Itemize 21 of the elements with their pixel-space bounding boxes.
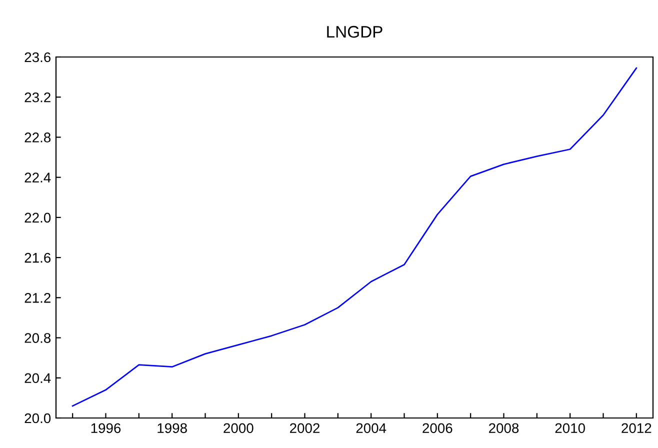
y-tick-label: 20.4 (24, 373, 51, 384)
line-series (72, 67, 638, 407)
y-tick-label: 22.0 (24, 212, 51, 223)
x-tick-label: 2004 (356, 423, 386, 434)
x-tick-label: 1998 (158, 423, 187, 434)
x-tick-label: 1996 (91, 423, 121, 434)
y-tick-label: 21.6 (24, 252, 51, 263)
y-tick-label: 20.0 (24, 413, 51, 424)
chart-title: LNGDP (327, 26, 382, 38)
y-tick-label: 23.6 (24, 52, 51, 62)
y-tick-label: 22.8 (24, 132, 51, 142)
x-tick-label: 2006 (422, 423, 452, 434)
x-tick-label: 2002 (290, 423, 320, 434)
x-tick-label: 2012 (622, 423, 652, 434)
y-tick-label: 23.2 (24, 92, 50, 102)
y-tick-label: 21.2 (24, 293, 50, 303)
y-tick-label: 20.8 (24, 333, 51, 343)
x-tick-label: 2000 (224, 423, 254, 434)
x-tick-label: 2008 (489, 423, 519, 434)
x-tick-label: 2010 (555, 423, 585, 434)
y-tick-label: 22.4 (24, 172, 51, 182)
